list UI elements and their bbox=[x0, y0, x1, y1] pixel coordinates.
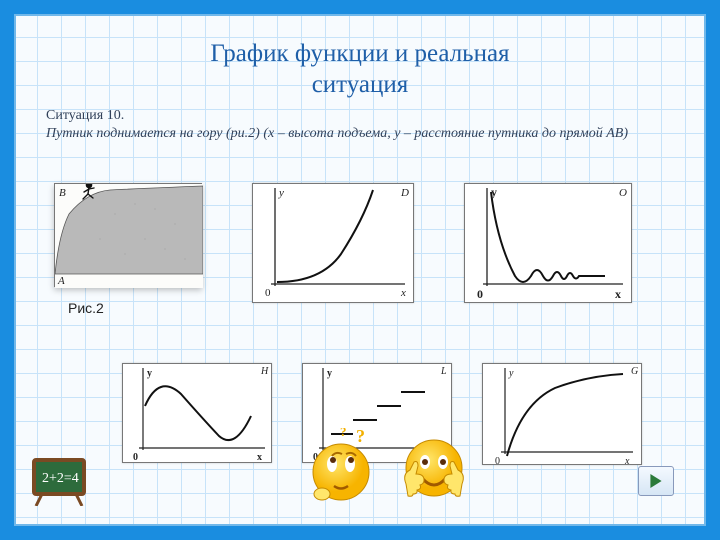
svg-text:H: H bbox=[260, 366, 269, 377]
svg-text:G: G bbox=[631, 366, 638, 377]
svg-text:0: 0 bbox=[133, 452, 138, 463]
svg-text:x: x bbox=[615, 287, 621, 301]
svg-text:y: y bbox=[278, 187, 284, 199]
svg-text:D: D bbox=[400, 187, 409, 199]
chart-D: y x 0 D bbox=[252, 183, 414, 303]
svg-text:x: x bbox=[400, 287, 406, 299]
next-button[interactable] bbox=[638, 466, 674, 496]
svg-text:0: 0 bbox=[265, 287, 271, 299]
situation-text: Путник поднимается на гору (ри.2) (x – в… bbox=[46, 126, 628, 141]
svg-text:0: 0 bbox=[495, 456, 500, 466]
chalkboard-icon: 2+2=4 bbox=[30, 454, 92, 506]
figure-row-2: y x 0 H y x 0 L bbox=[122, 363, 672, 465]
svg-text:0: 0 bbox=[477, 287, 483, 301]
label-B: B bbox=[59, 187, 66, 199]
emoji-thumbsup-icon bbox=[398, 428, 470, 504]
svg-text:y: y bbox=[147, 368, 152, 379]
slide-title: График функции и реальная ситуация bbox=[28, 38, 692, 101]
svg-text:y: y bbox=[508, 368, 514, 379]
svg-text:2+2=4: 2+2=4 bbox=[42, 471, 79, 486]
svg-text:y: y bbox=[327, 368, 332, 379]
svg-text:L: L bbox=[440, 366, 447, 377]
slide-content: График функции и реальная ситуация Ситуа… bbox=[28, 28, 692, 512]
emoji-thinking-icon: ? ? bbox=[308, 428, 374, 504]
situation-block: Ситуация 10. Путник поднимается на гору … bbox=[46, 107, 674, 145]
svg-text:x: x bbox=[257, 452, 262, 463]
slide-frame: График функции и реальная ситуация Ситуа… bbox=[0, 0, 720, 540]
svg-text:x: x bbox=[624, 456, 630, 466]
title-line1: График функции и реальная bbox=[210, 40, 509, 67]
svg-text:?: ? bbox=[340, 428, 347, 439]
chart-G: y x 0 G bbox=[482, 363, 642, 465]
title-line2: ситуация bbox=[312, 71, 409, 98]
label-A: A bbox=[57, 275, 65, 287]
chart-H: y x 0 H bbox=[122, 363, 272, 463]
figure-mountain: B A bbox=[54, 183, 202, 287]
play-icon bbox=[649, 474, 663, 488]
svg-text:?: ? bbox=[356, 428, 365, 446]
figure-caption: Рис.2 bbox=[68, 300, 104, 316]
situation-label: Ситуация 10. bbox=[46, 108, 124, 123]
svg-text:O: O bbox=[619, 187, 627, 199]
chart-O: y x 0 O bbox=[464, 183, 632, 303]
figure-row-1: B A y x 0 D bbox=[54, 183, 672, 303]
